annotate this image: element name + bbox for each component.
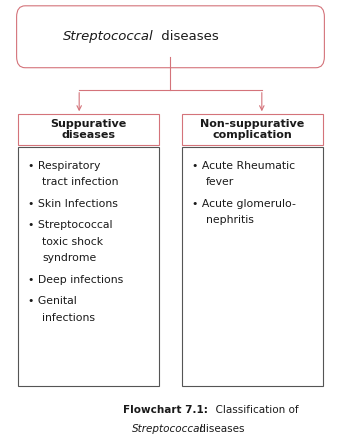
Text: • Deep infections: • Deep infections (28, 275, 124, 285)
Text: diseases: diseases (196, 425, 244, 434)
Text: nephritis: nephritis (206, 215, 254, 226)
Text: Suppurative
diseases: Suppurative diseases (50, 119, 127, 141)
Text: Flowchart 7.1:: Flowchart 7.1: (123, 405, 208, 416)
FancyBboxPatch shape (182, 114, 323, 145)
Text: fever: fever (206, 178, 234, 187)
Text: diseases: diseases (157, 30, 219, 43)
Text: • Respiratory: • Respiratory (28, 161, 101, 170)
Text: Non-suppurative
complication: Non-suppurative complication (201, 119, 305, 141)
Text: • Genital: • Genital (28, 296, 77, 306)
FancyBboxPatch shape (18, 114, 159, 145)
Text: • Skin Infections: • Skin Infections (28, 198, 118, 209)
Text: toxic shock: toxic shock (42, 237, 103, 247)
FancyBboxPatch shape (17, 6, 324, 68)
Text: syndrome: syndrome (42, 254, 96, 263)
Text: • Acute glomerulo-: • Acute glomerulo- (192, 198, 296, 209)
FancyBboxPatch shape (182, 147, 323, 386)
Text: infections: infections (42, 313, 95, 323)
Text: Streptococcal: Streptococcal (63, 30, 153, 43)
Text: • Acute Rheumatic: • Acute Rheumatic (192, 161, 296, 170)
Text: tract infection: tract infection (42, 178, 118, 187)
Text: Streptococcal: Streptococcal (132, 425, 203, 434)
FancyBboxPatch shape (18, 147, 159, 386)
Text: Classification of: Classification of (209, 405, 299, 416)
Text: • Streptococcal: • Streptococcal (28, 220, 113, 230)
